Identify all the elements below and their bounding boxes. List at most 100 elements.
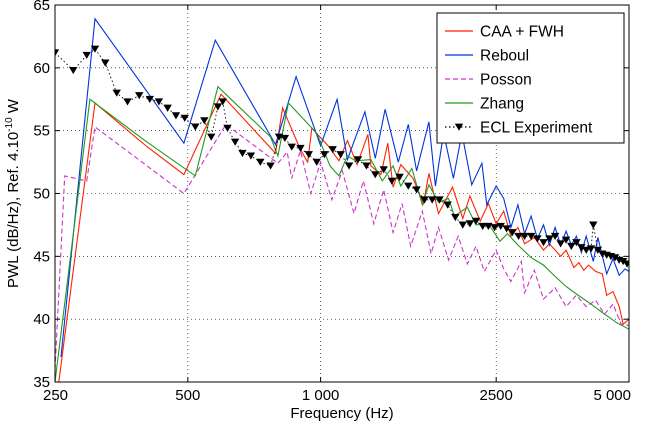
data-point	[577, 244, 586, 252]
x-axis-label: Frequency (Hz)	[290, 405, 393, 422]
data-point	[618, 258, 628, 266]
data-point	[266, 162, 275, 170]
x-tick-label: 1 000	[302, 387, 340, 404]
data-point	[163, 104, 172, 112]
data-point	[593, 246, 603, 254]
data-point	[304, 151, 313, 159]
data-point	[344, 162, 354, 170]
data-point	[90, 45, 100, 53]
data-point	[490, 224, 499, 232]
data-point	[465, 220, 475, 228]
data-point	[82, 51, 91, 60]
data-point	[379, 166, 388, 174]
legend-label: CAA + FWH	[480, 24, 564, 41]
data-point	[371, 171, 380, 179]
series-line	[55, 123, 629, 370]
data-point	[280, 134, 290, 142]
plot-lines	[55, 17, 629, 382]
axis-ticks: 250 500 1 000 2500 5 000 35 40 45 50 55 60 65	[33, 0, 631, 404]
data-point	[328, 146, 337, 154]
legend-label: Zhang	[480, 96, 524, 113]
data-point	[533, 235, 542, 243]
legend-label: Posson	[480, 72, 532, 89]
data-point	[520, 232, 529, 241]
data-point	[412, 186, 421, 194]
data-point	[112, 89, 121, 97]
data-point	[420, 196, 429, 204]
data-point	[451, 214, 460, 222]
data-point	[246, 152, 256, 160]
legend: CAA + FWH Reboul Posson Zhang ECL Experiment	[436, 12, 625, 144]
data-point	[145, 95, 154, 104]
data-point	[218, 98, 227, 106]
data-point	[135, 92, 144, 100]
data-point	[550, 232, 560, 241]
legend-marker	[454, 123, 464, 131]
data-point	[586, 245, 596, 253]
y-axis-label: PWL (dB/Hz), Ref. 4.10-10 W	[4, 98, 22, 288]
data-point	[123, 98, 132, 106]
data-point	[508, 229, 517, 237]
legend-item: ECL Experiment	[445, 120, 593, 137]
data-point	[514, 232, 523, 241]
series-2	[55, 123, 629, 370]
x-tick-label: 2500	[480, 387, 513, 404]
data-point	[395, 173, 404, 181]
y-tick-label: 60	[33, 60, 50, 77]
data-point	[191, 123, 200, 131]
data-point	[353, 156, 363, 164]
data-point	[458, 221, 467, 229]
legend-item: Posson	[445, 72, 532, 89]
legend-label: ECL Experiment	[480, 120, 593, 137]
data-point	[180, 114, 189, 122]
y-axis-label-unit: W	[5, 98, 22, 117]
data-point	[443, 201, 452, 209]
data-point	[287, 143, 296, 151]
data-point	[213, 103, 223, 111]
data-point	[478, 222, 487, 230]
data-point	[69, 66, 78, 75]
data-point	[320, 151, 329, 159]
data-point	[362, 162, 371, 170]
data-point	[238, 149, 247, 158]
data-point	[154, 98, 164, 106]
data-point	[223, 124, 232, 132]
data-point	[556, 240, 565, 248]
series-3	[55, 85, 629, 382]
data-point	[496, 222, 505, 230]
data-point	[572, 239, 581, 247]
data-point	[256, 158, 265, 166]
legend-label: Reboul	[480, 48, 529, 65]
x-tick-label: 500	[175, 387, 200, 404]
data-point	[622, 260, 629, 268]
data-point	[312, 158, 321, 166]
data-point	[101, 59, 110, 67]
data-point	[230, 138, 240, 146]
data-point	[471, 217, 481, 225]
data-point	[387, 177, 397, 185]
data-point	[561, 236, 571, 244]
y-axis-label-exponent: -10	[4, 117, 15, 132]
data-point	[502, 225, 511, 233]
y-tick-label: 40	[33, 311, 50, 328]
y-tick-label: 50	[33, 186, 50, 203]
data-point	[427, 196, 437, 204]
data-point	[610, 254, 620, 262]
data-point	[484, 222, 493, 230]
data-point	[55, 49, 60, 57]
data-point	[435, 196, 444, 204]
data-point	[567, 242, 576, 251]
series-4	[55, 45, 629, 268]
data-point	[545, 235, 554, 243]
y-tick-label: 45	[33, 248, 50, 265]
data-point	[200, 117, 209, 125]
legend-item: Zhang	[445, 96, 524, 113]
data-point	[207, 133, 216, 141]
legend-item: CAA + FWH	[445, 24, 564, 41]
legend-box	[436, 12, 625, 144]
y-tick-label: 55	[33, 123, 50, 140]
legend-item: Reboul	[445, 48, 529, 65]
data-point	[589, 221, 598, 229]
data-point	[404, 182, 413, 190]
